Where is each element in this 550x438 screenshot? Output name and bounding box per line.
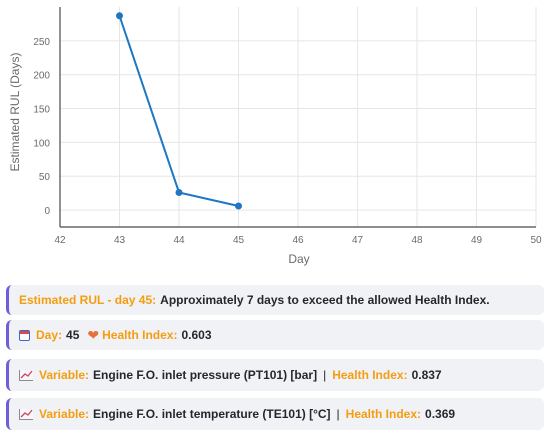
heart-icon: ❤ xyxy=(87,326,100,343)
x-tick-label: 46 xyxy=(292,235,304,246)
calendar-icon xyxy=(19,329,30,341)
x-tick-label: 43 xyxy=(114,235,126,246)
chart-grid xyxy=(60,7,537,227)
y-tick-label: 200 xyxy=(33,71,50,82)
variable-value: Engine F.O. inlet temperature (TE101) [°… xyxy=(93,407,331,421)
variable-card-pressure: Variable: Engine F.O. inlet pressure (PT… xyxy=(6,359,544,391)
separator: | xyxy=(336,407,340,421)
day-health-card: Day: 45 ❤ Health Index: 0.603 xyxy=(6,320,544,350)
y-tick-label: 250 xyxy=(33,37,50,48)
rul-data-point xyxy=(235,202,242,210)
y-tick-label: 0 xyxy=(44,206,50,217)
y-tick-label: 150 xyxy=(33,105,50,116)
rul-data-point xyxy=(116,12,123,20)
x-tick-label: 47 xyxy=(352,235,364,246)
chart-axes xyxy=(59,7,536,228)
x-tick-labels: 42 43 44 45 46 47 48 49 50 xyxy=(54,235,542,246)
x-tick-label: 50 xyxy=(530,235,542,246)
day-value: 45 xyxy=(66,328,80,342)
rul-estimate-card: Estimated RUL - day 45: Approximately 7 … xyxy=(6,285,544,315)
health-index-value: 0.369 xyxy=(425,407,456,421)
x-tick-label: 42 xyxy=(54,235,66,246)
rul-chart[interactable]: 42 43 44 45 46 47 48 49 50 0 50 100 150 200 250 Day E… xyxy=(0,0,550,275)
rul-label: Estimated RUL - day 45: xyxy=(19,293,157,307)
variable-value: Engine F.O. inlet pressure (PT101) [bar] xyxy=(93,368,318,382)
health-index-label: Health Index: xyxy=(102,328,178,342)
separator: | xyxy=(323,368,327,382)
x-axis-title: Day xyxy=(288,252,309,266)
chart-trend-icon xyxy=(19,369,33,381)
rul-text: Approximately 7 days to exceed the allow… xyxy=(160,293,490,307)
health-index-label: Health Index: xyxy=(345,407,422,421)
rul-data-point xyxy=(175,188,183,196)
health-index-value: 0.837 xyxy=(411,368,442,382)
health-index-value: 0.603 xyxy=(181,328,212,342)
variable-label: Variable: xyxy=(39,368,90,382)
x-tick-label: 48 xyxy=(411,235,423,246)
x-tick-label: 44 xyxy=(173,235,185,246)
variable-label: Variable: xyxy=(39,407,90,421)
y-tick-labels: 0 50 100 150 200 250 xyxy=(33,37,50,217)
y-tick-label: 50 xyxy=(39,172,51,183)
variable-card-temperature: Variable: Engine F.O. inlet temperature … xyxy=(6,398,544,430)
y-axis-title: Estimated RUL (Days) xyxy=(8,53,22,172)
chart-trend-icon xyxy=(19,408,33,420)
rul-series xyxy=(116,12,242,210)
x-tick-label: 49 xyxy=(471,235,483,246)
x-tick-label: 45 xyxy=(233,235,245,246)
y-tick-label: 100 xyxy=(33,138,50,149)
health-index-label: Health Index: xyxy=(332,368,408,382)
day-label: Day: xyxy=(36,328,63,342)
